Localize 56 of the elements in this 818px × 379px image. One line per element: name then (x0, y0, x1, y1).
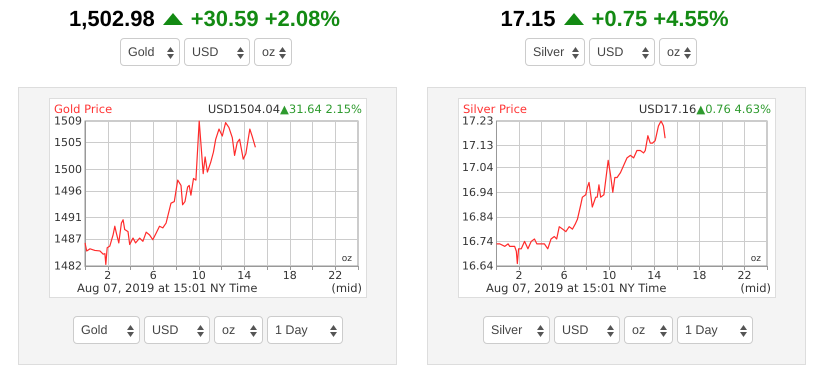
text: (mid) (331, 281, 362, 295)
dropdown-field: USD (589, 38, 655, 66)
dropdown-field: oz (659, 38, 697, 66)
y-tick-label: 1491 (54, 211, 82, 224)
y-tick-label: 16.74 (462, 234, 494, 248)
y-tick-label: 1482 (54, 260, 82, 272)
x-tick-label: 14 (647, 269, 662, 282)
dropdown-field: Gold (120, 38, 180, 66)
dropdown-field: oz (624, 316, 673, 344)
x-tick-label: 22 (328, 269, 342, 282)
text: Aug 07, 2019 at 15:01 NY Time (77, 281, 258, 295)
text: +0.75 +4.55% (592, 6, 729, 32)
text: 1,502.98 (69, 6, 155, 32)
chart-subtitle: USD17.16 (638, 102, 696, 116)
x-tick-label: 10 (602, 269, 616, 282)
y-tick-label: 17.23 (462, 114, 494, 128)
x-tick-label: 2 (516, 269, 523, 282)
text: ▲31.64 2.15% (280, 102, 362, 116)
text: Aug 07, 2019 at 15:01 NY Time (486, 281, 666, 295)
chart-subtitle: USD1504.04 (208, 102, 280, 116)
y-tick-label: 1500 (54, 162, 82, 176)
y-tick-label: 16.94 (462, 186, 494, 199)
y-tick-label: 17.04 (462, 161, 494, 174)
text: +30.59 +2.08% (190, 6, 340, 32)
dropdown-field: USD (184, 38, 250, 66)
dropdown-field: Gold (73, 316, 140, 344)
annotation: oz (342, 254, 352, 264)
text: ▲0.76 4.63% (696, 102, 771, 116)
text: 17.15 (500, 6, 556, 32)
y-tick-label: 1496 (54, 184, 82, 198)
y-tick-label: 17.13 (462, 139, 494, 152)
x-tick-label: 10 (192, 269, 206, 282)
x-tick-label: 2 (104, 269, 112, 282)
annotation: oz (750, 254, 761, 264)
x-tick-label: 6 (150, 269, 157, 282)
x-tick-label: 14 (237, 269, 252, 282)
dropdown-field: USD (144, 316, 210, 344)
x-tick-label: 18 (692, 269, 706, 282)
dropdown-field: oz (254, 38, 292, 66)
x-tick-label: 18 (282, 269, 297, 282)
y-tick-label: 1487 (54, 232, 82, 246)
text: (mid) (740, 281, 771, 295)
chart-title: Gold Price (54, 102, 112, 116)
y-tick-label: 16.84 (462, 210, 494, 224)
chart-title: Silver Price (463, 102, 528, 116)
dropdown-field: USD (554, 316, 620, 344)
x-tick-label: 22 (737, 269, 752, 282)
y-tick-label: 1509 (54, 114, 82, 128)
dropdown-field: oz (214, 316, 263, 344)
dropdown-field: 1 Day (677, 316, 753, 344)
y-tick-label: 1505 (54, 136, 82, 149)
dropdown-field: Silver (525, 38, 585, 66)
dropdown-field: Silver (483, 316, 550, 344)
x-tick-label: 6 (560, 269, 568, 282)
dropdown-field: 1 Day (267, 316, 343, 344)
y-tick-label: 16.64 (462, 260, 494, 272)
